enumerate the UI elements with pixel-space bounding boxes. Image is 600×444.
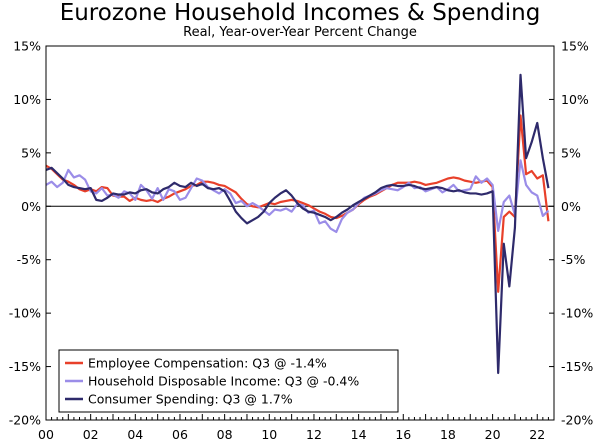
y-tick-label-right: 15% (561, 39, 589, 54)
y-tick-label-left: -15% (9, 359, 41, 374)
chart-subtitle: Real, Year-over-Year Percent Change (183, 25, 417, 40)
legend-label-2: Consumer Spending: Q3 @ 1.7% (88, 392, 293, 407)
x-tick-label: 04 (127, 427, 143, 442)
series-line-2 (45, 73, 550, 375)
y-tick-label-left: 10% (13, 92, 41, 107)
series-line-0 (45, 114, 550, 293)
y-tick-label-right: 0% (561, 199, 581, 214)
x-tick-label: 14 (351, 427, 367, 442)
chart-title: Eurozone Household Incomes & Spending (59, 0, 541, 26)
y-tick-label-right: 5% (561, 145, 581, 160)
plot-frame (45, 45, 555, 421)
y-tick-label-left: -20% (9, 413, 41, 428)
series-line-1 (45, 159, 550, 234)
x-tick-label: 20 (485, 427, 501, 442)
y-tick-label-right: -15% (561, 359, 593, 374)
y-tick-label-right: -5% (561, 252, 585, 267)
legend-label-0: Employee Compensation: Q3 @ -1.4% (88, 356, 327, 371)
y-tick-label-left: 15% (13, 39, 41, 54)
x-tick-label: 00 (38, 427, 54, 442)
legend-label-1: Household Disposable Income: Q3 @ -0.4% (88, 374, 359, 389)
x-tick-label: 02 (83, 427, 99, 442)
y-tick-label-right: -10% (561, 306, 593, 321)
x-tick-label: 08 (217, 427, 233, 442)
y-tick-label-left: 5% (21, 145, 41, 160)
y-tick-label-left: -5% (17, 252, 41, 267)
legend-box (58, 349, 399, 413)
x-tick-label: 10 (261, 427, 277, 442)
y-tick-label-right: -20% (561, 413, 593, 428)
y-tick-label-left: 0% (21, 199, 41, 214)
y-tick-label-right: 10% (561, 92, 589, 107)
x-tick-label: 12 (306, 427, 322, 442)
x-tick-label: 18 (440, 427, 456, 442)
x-tick-label: 06 (172, 427, 188, 442)
x-tick-label: 16 (395, 427, 411, 442)
y-tick-label-left: -10% (9, 306, 41, 321)
x-tick-label: 22 (529, 427, 545, 442)
